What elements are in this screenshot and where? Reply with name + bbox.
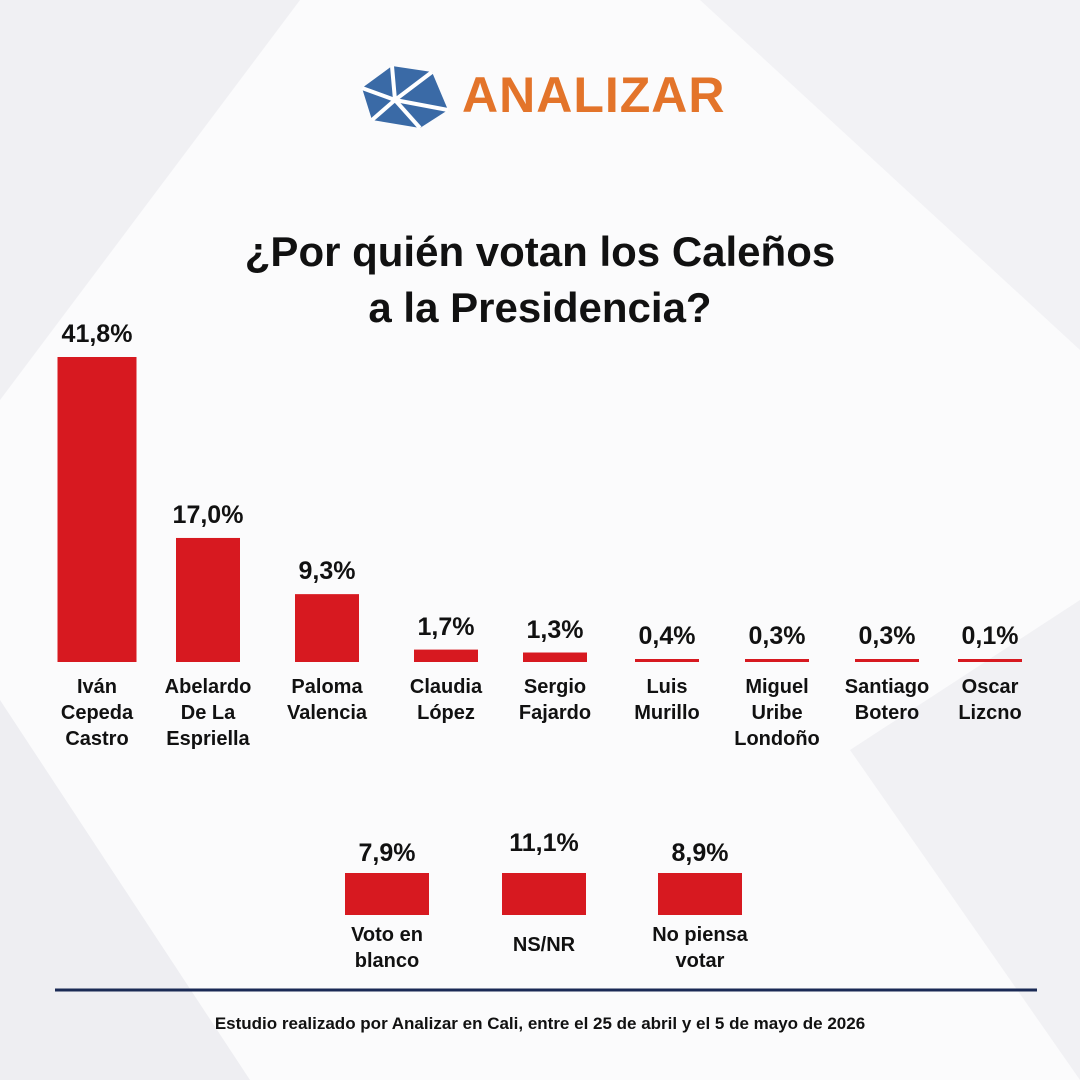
bar: [745, 659, 809, 662]
category-label: No piensa votar: [652, 924, 748, 972]
value-label: 9,3%: [298, 557, 356, 586]
category-label: Oscar Lizcno: [958, 676, 1022, 724]
title: ¿Por quién votan los Caleños: [244, 228, 836, 275]
logo-icon: [361, 65, 449, 130]
category-label: Paloma Valencia: [286, 676, 368, 724]
category-label: Abelardo De La Espriella: [164, 676, 252, 750]
value-label: 0,3%: [858, 622, 916, 650]
brand: ANALIZAR: [462, 67, 726, 123]
bar: [295, 594, 359, 662]
category-label: Claudia López: [409, 676, 483, 724]
value-label: 0,3%: [748, 622, 806, 650]
category-label: Voto en blanco: [351, 924, 423, 972]
value-label: 41,8%: [61, 320, 133, 348]
value-label: 1,7%: [417, 612, 475, 641]
category-label: NS/NR: [512, 934, 576, 956]
category-label: Santiago Botero: [844, 676, 930, 724]
bg-shard: [700, 0, 1080, 350]
bg-shard: [0, 700, 250, 1080]
bar: [523, 652, 587, 662]
bar: [855, 659, 919, 662]
value-label: 11,1%: [509, 829, 579, 857]
bar: [635, 659, 699, 662]
value-label: 1,3%: [526, 615, 584, 644]
footer: Estudio realizado por Analizar en Cali, …: [214, 1014, 866, 1033]
category-label: Miguel Uribe Londoño: [734, 676, 820, 750]
value-label: 0,1%: [961, 622, 1019, 650]
bar: [345, 873, 429, 915]
title: a la Presidencia?: [368, 284, 712, 331]
bg-shard: [850, 600, 1080, 1080]
bg-shard: [0, 0, 300, 400]
bar: [414, 649, 478, 662]
category-label: Luis Murillo: [634, 676, 700, 724]
bar: [502, 873, 586, 915]
bar: [176, 537, 240, 662]
bar: [658, 873, 742, 915]
category-label: Iván Cepeda Castro: [60, 676, 134, 750]
bar: [958, 659, 1022, 662]
value-label: 0,4%: [638, 622, 696, 650]
bar: [57, 357, 137, 662]
value-label: 7,9%: [358, 839, 416, 867]
value-label: 17,0%: [172, 500, 244, 529]
value-label: 8,9%: [671, 839, 729, 867]
category-label: Sergio Fajardo: [518, 676, 592, 724]
